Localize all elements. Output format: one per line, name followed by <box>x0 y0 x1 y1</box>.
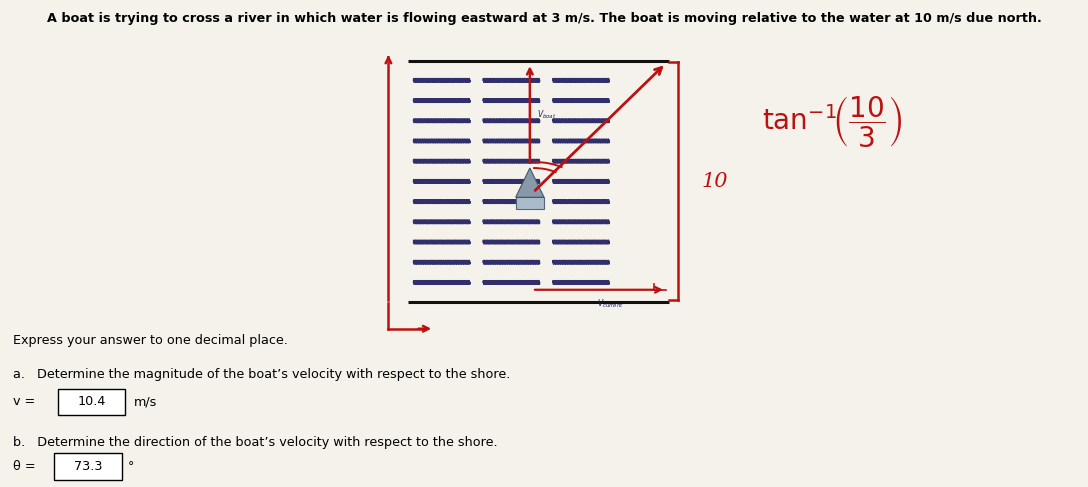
Text: 10.4: 10.4 <box>77 395 106 408</box>
Bar <box>54 453 122 480</box>
Text: $\tan^{-1}\!\!\left(\dfrac{10}{3}\right)$: $\tan^{-1}\!\!\left(\dfrac{10}{3}\right)… <box>762 94 902 149</box>
Text: °: ° <box>127 460 134 473</box>
Text: 73.3: 73.3 <box>74 460 102 473</box>
Text: A boat is trying to cross a river in which water is flowing eastward at 3 m/s. T: A boat is trying to cross a river in whi… <box>47 12 1041 25</box>
Text: $V_{current}$: $V_{current}$ <box>597 297 623 310</box>
Text: v =: v = <box>13 395 39 408</box>
Text: θ =: θ = <box>13 460 39 473</box>
Text: 10: 10 <box>702 172 728 191</box>
Text: Express your answer to one decimal place.: Express your answer to one decimal place… <box>13 334 288 347</box>
Text: a.   Determine the magnitude of the boat’s velocity with respect to the shore.: a. Determine the magnitude of the boat’s… <box>13 368 510 381</box>
Polygon shape <box>516 168 544 197</box>
Polygon shape <box>516 197 544 209</box>
Bar <box>58 389 125 415</box>
Text: b.   Determine the direction of the boat’s velocity with respect to the shore.: b. Determine the direction of the boat’s… <box>13 436 497 449</box>
Text: m/s: m/s <box>134 395 157 408</box>
Text: $V_{boat}$: $V_{boat}$ <box>537 108 557 121</box>
